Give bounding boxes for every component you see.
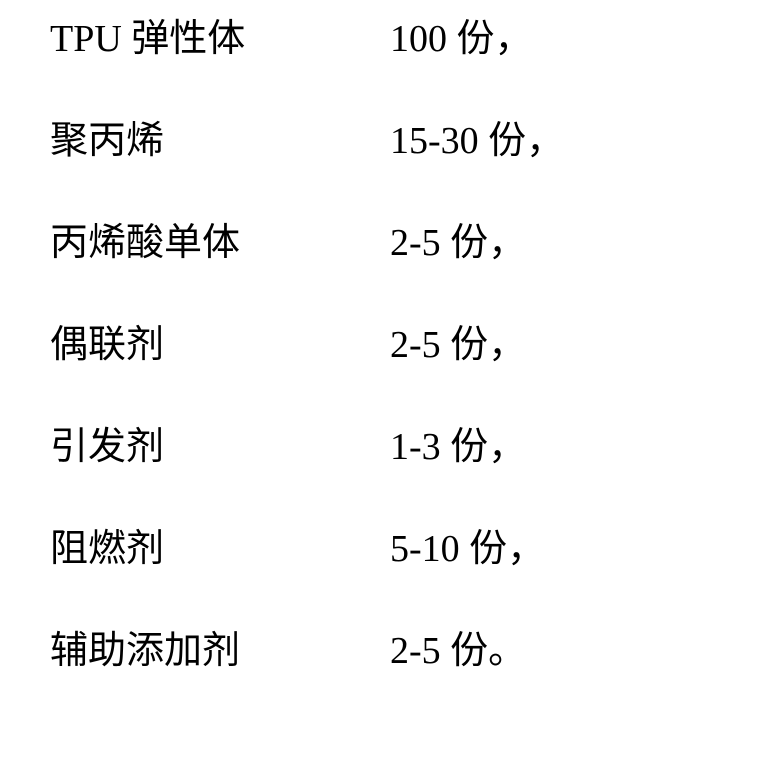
ingredient-label: 偶联剂 [50,326,390,364]
ingredient-label: 引发剂 [50,428,390,466]
ingredient-amount: 5-10 份， [390,530,545,568]
list-item: 引发剂 1-3 份， [50,428,737,466]
ingredient-amount: 15-30 份， [390,122,564,160]
list-item: 聚丙烯 15-30 份， [50,122,737,160]
ingredient-label: 聚丙烯 [50,122,390,160]
ingredient-label: TPU 弹性体 [50,20,390,58]
formulation-list: TPU 弹性体 100 份， 聚丙烯 15-30 份， 丙烯酸单体 2-5 份，… [0,0,777,757]
list-item: 丙烯酸单体 2-5 份， [50,224,737,262]
list-item: 阻燃剂 5-10 份， [50,530,737,568]
ingredient-label: 辅助添加剂 [50,632,390,670]
ingredient-amount: 1-3 份， [390,428,526,466]
ingredient-amount: 2-5 份， [390,224,526,262]
ingredient-amount: 2-5 份， [390,326,526,364]
ingredient-amount: 2-5 份。 [390,632,526,670]
list-item: 辅助添加剂 2-5 份。 [50,632,737,670]
ingredient-label: 阻燃剂 [50,530,390,568]
list-item: TPU 弹性体 100 份， [50,20,737,58]
ingredient-label: 丙烯酸单体 [50,224,390,262]
list-item: 偶联剂 2-5 份， [50,326,737,364]
ingredient-amount: 100 份， [390,20,533,58]
